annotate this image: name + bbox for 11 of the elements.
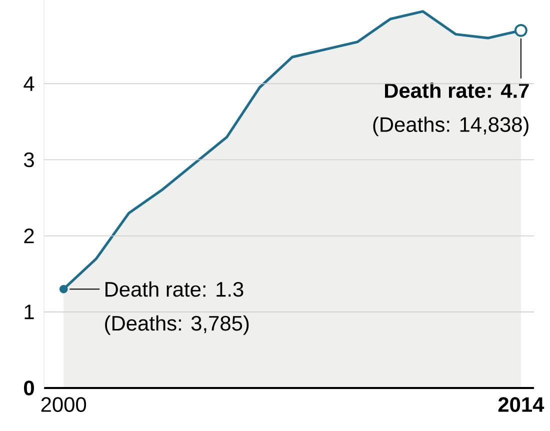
y-tick-label: 1 [24,304,34,320]
annotation: (Deaths: 3,785) [105,315,249,335]
y-tick-label: 3 [24,152,34,168]
y-tick-label: 4 [24,76,34,91]
annotation: (Deaths: 14,838) [373,116,528,136]
x-tick-label: 2000 [41,397,86,412]
y-tick-label: 2 [24,228,34,244]
x-tick-label: 2014 [498,397,544,412]
annotation: Death rate: 1.3 [106,281,244,297]
y-tick-label: 0 [24,380,34,396]
annotation: Death rate: 4.7 [385,82,529,98]
